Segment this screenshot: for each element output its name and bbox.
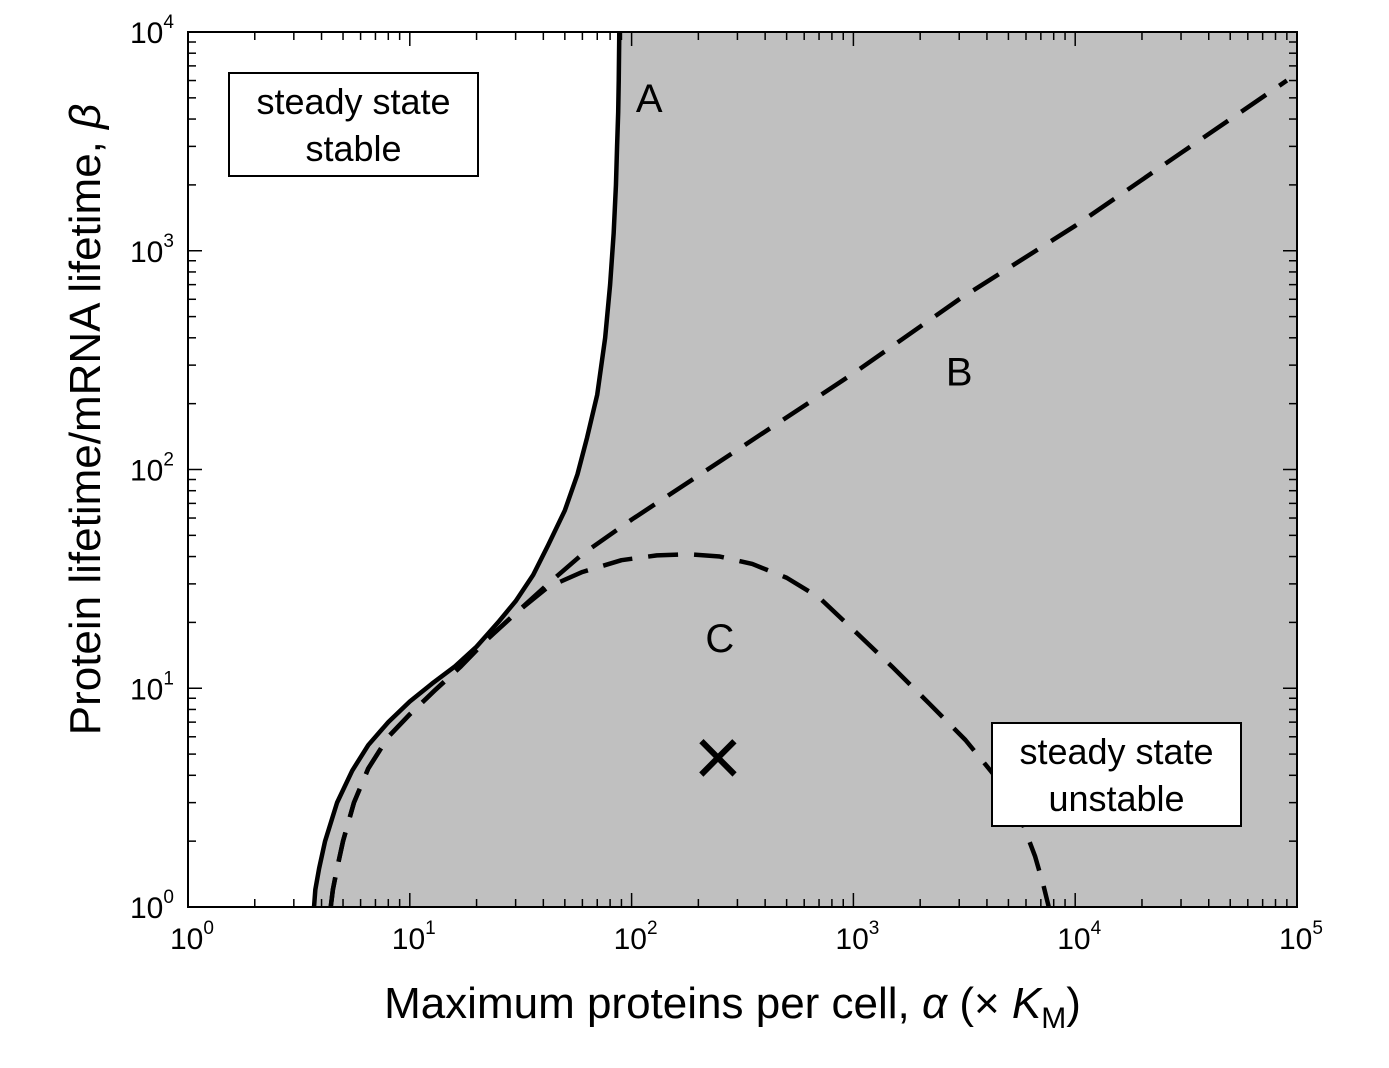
x-tick-label-base: 10 — [392, 923, 425, 956]
annotation-line: steady state — [1019, 731, 1213, 772]
x-tick-label: 101 — [392, 918, 436, 956]
x-tick-label-base: 10 — [170, 923, 203, 956]
y-tick-label: 101 — [130, 668, 174, 706]
annotation-line: stable — [305, 128, 401, 169]
x-axis-title-var: K — [1012, 979, 1043, 1028]
x-tick-label-exponent: 4 — [1091, 918, 1102, 939]
operating-point-marker: × — [693, 710, 742, 804]
x-tick-label-base: 10 — [835, 923, 868, 956]
x-tick-label: 104 — [1057, 918, 1101, 956]
y-axis-title-text: Protein lifetime/mRNA lifetime, — [61, 129, 110, 735]
annotations: A B C × steady state stable steady state unstab… — [228, 72, 1242, 827]
x-tick-label: 102 — [614, 918, 658, 956]
y-tick-label-exponent: 1 — [163, 668, 174, 689]
x-tick-label-base: 10 — [1279, 923, 1312, 956]
x-axis-title-symbol: α — [922, 979, 949, 1028]
x-tick-label: 100 — [170, 918, 214, 956]
axis-ticks — [187, 31, 1298, 908]
series-line-C — [328, 551, 1051, 908]
y-tick-label: 103 — [130, 231, 174, 269]
x-tick-label-exponent: 0 — [203, 918, 214, 939]
curve-label-A: A — [636, 77, 663, 121]
x-tick-label-exponent: 3 — [869, 918, 880, 939]
x-axis-title-sub: M — [1041, 1002, 1066, 1035]
y-tick-label-exponent: 2 — [163, 450, 174, 471]
y-tick-label-base: 10 — [130, 17, 163, 50]
x-tick-label: 105 — [1279, 918, 1323, 956]
x-axis-title-close: ) — [1066, 979, 1081, 1028]
x-axis-title: Maximum proteins per cell, α (× KM) — [384, 979, 1081, 1035]
annotation-line: unstable — [1048, 778, 1184, 819]
unstable-region-shading — [314, 32, 1297, 907]
x-tick-label-exponent: 1 — [425, 918, 436, 939]
annotation-box-stable: steady state stable — [228, 72, 479, 177]
y-tick-label-exponent: 4 — [163, 12, 174, 33]
x-tick-label-base: 10 — [1057, 923, 1090, 956]
annotation-line: steady state — [256, 81, 450, 122]
annotation-box-unstable: steady state unstable — [991, 722, 1242, 827]
y-axis-title-symbol: β — [61, 104, 110, 131]
x-tick-label-exponent: 5 — [1312, 918, 1323, 939]
y-axis-title: Protein lifetime/mRNA lifetime, β — [61, 104, 110, 736]
y-tick-label: 100 — [130, 887, 174, 925]
y-tick-label: 102 — [130, 450, 174, 488]
y-tick-label-exponent: 0 — [163, 887, 174, 908]
y-tick-label-base: 10 — [130, 673, 163, 706]
y-tick-label-exponent: 3 — [163, 231, 174, 252]
annotation-frame — [228, 72, 479, 177]
plot-frame — [187, 31, 1298, 908]
x-axis-title-paren: (× — [947, 979, 1012, 1028]
y-tick-label-base: 10 — [130, 236, 163, 269]
annotation-frame — [991, 722, 1242, 827]
curve-label-B: B — [946, 351, 973, 395]
series-lines — [311, 31, 1289, 908]
series-line-A — [311, 31, 622, 908]
y-tick-label: 104 — [130, 12, 174, 50]
x-axis-title-text: Maximum proteins per cell, — [384, 979, 922, 1028]
x-tick-label: 103 — [835, 918, 879, 956]
x-tick-label-base: 10 — [614, 923, 647, 956]
x-tick-label-exponent: 2 — [647, 918, 658, 939]
curve-label-C: C — [705, 617, 734, 661]
y-tick-label-base: 10 — [130, 455, 163, 488]
y-tick-label-base: 10 — [130, 892, 163, 925]
shaded-region — [314, 32, 1297, 907]
